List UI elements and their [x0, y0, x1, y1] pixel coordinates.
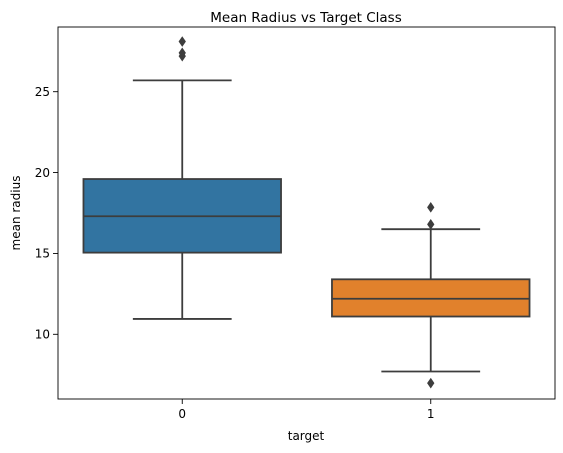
y-axis-label: mean radius: [9, 176, 23, 251]
outlier-point: [427, 202, 435, 213]
y-tick-label: 20: [35, 166, 50, 180]
y-tick-label: 25: [35, 85, 50, 99]
x-tick-label: 1: [427, 407, 435, 421]
outlier-point: [178, 36, 186, 47]
x-tick-label: 0: [178, 407, 186, 421]
plot-area: [82, 36, 531, 389]
box-series-1: [331, 202, 531, 389]
x-axis-label: target: [288, 429, 325, 443]
outlier-point: [427, 218, 435, 230]
y-tick-label: 15: [35, 247, 50, 261]
outlier-point: [178, 47, 186, 59]
plot-frame: [57, 26, 556, 400]
outlier-point: [427, 377, 435, 389]
chart-title: Mean Radius vs Target Class: [210, 10, 402, 26]
axes: 10 15 20 25 0 1: [35, 85, 435, 421]
box-series-0: [82, 36, 282, 320]
y-tick-label: 10: [35, 328, 50, 342]
